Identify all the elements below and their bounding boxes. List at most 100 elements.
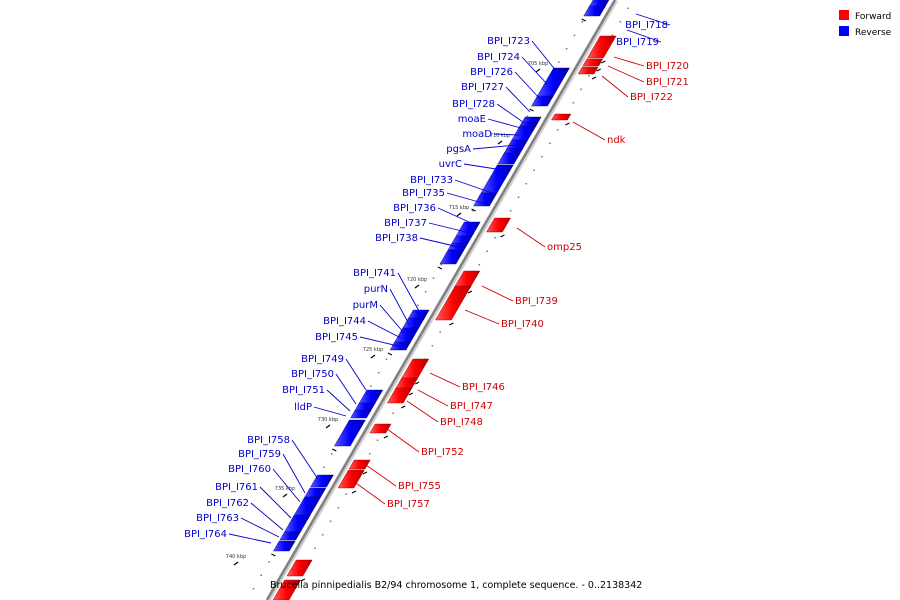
gene-label-bpi-i748[interactable]: BPI_I748 <box>440 417 483 428</box>
gene-label-moae[interactable]: moaE <box>458 114 486 125</box>
forward-gene[interactable] <box>348 459 371 470</box>
gene-label-bpi-i747[interactable]: BPI_I747 <box>450 401 493 412</box>
gene-label-bpi-i719[interactable]: BPI_I719 <box>616 37 659 48</box>
label-leader-line <box>428 222 475 235</box>
gene-label-bpi-i752[interactable]: BPI_I752 <box>421 447 464 458</box>
gene-label-bpi-i723[interactable]: BPI_I723 <box>487 36 530 47</box>
gene-label-bpi-i750[interactable]: BPI_I750 <box>291 369 334 380</box>
reverse-gene[interactable] <box>455 221 481 237</box>
tick-dot <box>440 264 443 266</box>
reverse-gene[interactable] <box>583 5 606 17</box>
gene-label-bpi-i738[interactable]: BPI_I738 <box>375 233 418 244</box>
gene-tick <box>414 381 420 385</box>
gene-label-purn[interactable]: purN <box>364 284 388 295</box>
gene-tick <box>467 290 473 294</box>
reverse-gene[interactable] <box>497 152 521 165</box>
gene-label-bpi-i751[interactable]: BPI_I751 <box>282 385 325 396</box>
label-leader-line <box>389 288 411 327</box>
gene-label-bpi-i722[interactable]: BPI_I722 <box>630 92 673 103</box>
tick-dot <box>478 264 481 266</box>
reverse-gene[interactable] <box>333 419 366 447</box>
gene-label-bpi-i736[interactable]: BPI_I736 <box>393 203 436 214</box>
gene-label-lldp[interactable]: lldP <box>294 402 312 413</box>
gene-label-bpi-i758[interactable]: BPI_I758 <box>247 435 290 446</box>
reverse-gene[interactable] <box>531 95 554 107</box>
gene-label-bpi-i761[interactable]: BPI_I761 <box>215 482 258 493</box>
gene-label-bpi-i757[interactable]: BPI_I757 <box>387 499 430 510</box>
forward-gene[interactable] <box>286 559 313 577</box>
label-leader-line <box>419 237 464 249</box>
label-leader-line <box>417 389 449 407</box>
forward-gene[interactable] <box>486 217 511 233</box>
tick-dot <box>330 453 333 455</box>
forward-gene[interactable] <box>386 387 413 404</box>
reverse-gene[interactable] <box>439 249 465 265</box>
gene-label-bpi-i762[interactable]: BPI_I762 <box>206 498 249 509</box>
gene-label-pgsa[interactable]: pgsA <box>446 144 471 155</box>
forward-gene[interactable] <box>582 58 604 67</box>
reverse-gene[interactable] <box>511 125 537 141</box>
tick-dot <box>627 7 629 9</box>
gene-label-bpi-i728[interactable]: BPI_I728 <box>452 99 495 110</box>
tick-dot <box>345 493 347 495</box>
gene-label-bpi-i763[interactable]: BPI_I763 <box>196 513 239 524</box>
gene-tick <box>401 405 406 409</box>
reverse-gene[interactable] <box>310 474 334 488</box>
forward-gene[interactable] <box>577 66 599 75</box>
kbp-tick-label: 735 kbp <box>275 486 295 492</box>
reverse-gene[interactable] <box>273 540 296 552</box>
reverse-gene[interactable] <box>393 327 420 344</box>
tick-dot <box>549 142 551 144</box>
label-leader-line <box>626 29 662 43</box>
label-leader-line <box>282 453 306 494</box>
kbp-tick-mark <box>456 212 462 217</box>
gene-label-bpi-i741[interactable]: BPI_I741 <box>353 268 396 279</box>
gene-label-bpi-i737[interactable]: BPI_I737 <box>384 218 427 229</box>
label-leader-line <box>397 272 420 312</box>
gene-label-bpi-i760[interactable]: BPI_I760 <box>228 464 271 475</box>
gene-label-bpi-i733[interactable]: BPI_I733 <box>410 175 453 186</box>
forward-gene[interactable] <box>551 113 572 121</box>
reverse-gene[interactable] <box>304 487 327 498</box>
gene-label-ndk[interactable]: ndk <box>607 135 626 146</box>
gene-label-bpi-i735[interactable]: BPI_I735 <box>402 188 445 199</box>
gene-label-bpi-i740[interactable]: BPI_I740 <box>501 319 544 330</box>
gene-label-bpi-i720[interactable]: BPI_I720 <box>646 61 689 72</box>
gene-label-bpi-i755[interactable]: BPI_I755 <box>398 481 441 492</box>
gene-tick <box>332 448 337 452</box>
gene-label-bpi-i749[interactable]: BPI_I749 <box>301 354 344 365</box>
gene-label-bpi-i764[interactable]: BPI_I764 <box>184 529 227 540</box>
label-leader-line <box>487 118 522 129</box>
gene-label-bpi-i724[interactable]: BPI_I724 <box>477 52 520 63</box>
gene-label-omp25[interactable]: omp25 <box>547 242 582 253</box>
reverse-gene[interactable] <box>389 341 411 351</box>
gene-label-bpi-i739[interactable]: BPI_I739 <box>515 296 558 307</box>
gene-label-bpi-i745[interactable]: BPI_I745 <box>315 332 358 343</box>
gene-tick <box>591 76 597 80</box>
gene-label-bpi-i726[interactable]: BPI_I726 <box>470 67 513 78</box>
tick-dot <box>439 331 441 333</box>
tick-dot <box>611 34 614 36</box>
gene-label-bpi-i744[interactable]: BPI_I744 <box>323 316 366 327</box>
kbp-tick-label: 725 kbp <box>363 347 383 353</box>
gene-tick <box>601 60 606 64</box>
gene-label-bpi-i727[interactable]: BPI_I727 <box>461 82 504 93</box>
reverse-gene[interactable] <box>350 409 372 419</box>
gene-label-bpi-i759[interactable]: BPI_I759 <box>238 449 281 460</box>
gene-label-bpi-i721[interactable]: BPI_I721 <box>646 77 689 88</box>
reverse-gene[interactable] <box>279 531 301 541</box>
gene-tick <box>471 208 476 212</box>
gene-label-purm[interactable]: purM <box>353 300 378 311</box>
gene-label-moad[interactable]: moaD <box>462 129 492 140</box>
gene-label-bpi-i746[interactable]: BPI_I746 <box>462 382 505 393</box>
forward-gene[interactable] <box>337 469 365 489</box>
label-leader-line <box>472 144 518 150</box>
forward-gene[interactable] <box>272 579 301 600</box>
gene-label-uvrc[interactable]: uvrC <box>439 159 462 170</box>
forward-gene[interactable] <box>587 35 617 59</box>
forward-gene[interactable] <box>369 423 392 434</box>
reverse-gene[interactable] <box>358 389 384 405</box>
gene-label-bpi-i718[interactable]: BPI_I718 <box>625 20 668 31</box>
forward-gene[interactable] <box>435 285 472 321</box>
